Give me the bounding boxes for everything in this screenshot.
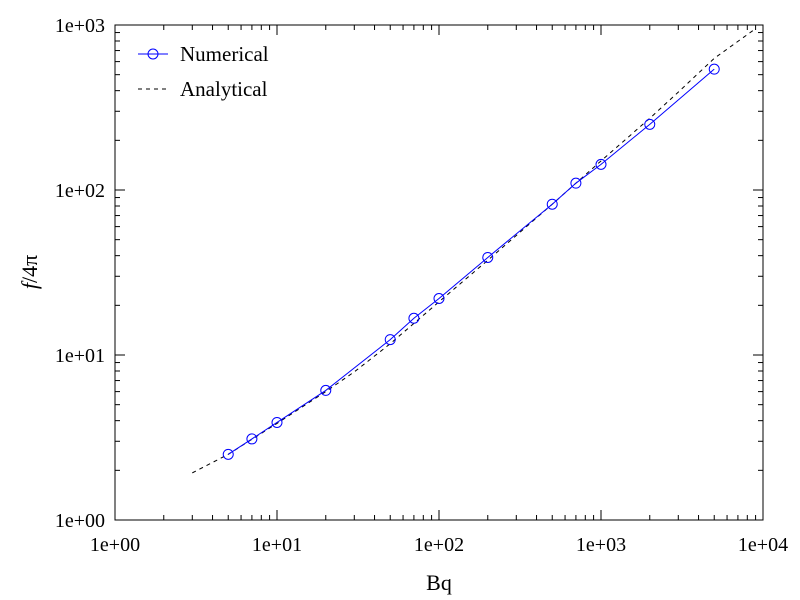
y-tick-label: 1e+02 <box>55 180 105 202</box>
data-point-numerical <box>595 158 607 170</box>
x-axis-label: Bq <box>426 570 452 595</box>
legend-label-analytical: Analytical <box>180 77 268 101</box>
x-tick-label: 1e+00 <box>90 534 140 556</box>
axis-ticks <box>114 24 764 521</box>
data-point-numerical <box>482 251 494 263</box>
y-axis-label: f/4π <box>17 255 42 289</box>
data-point-numerical <box>222 448 234 460</box>
x-tick-label: 1e+03 <box>576 534 626 556</box>
data-point-numerical <box>408 312 420 324</box>
y-axis-label-rest: /4π <box>17 255 42 283</box>
y-tick-label: 1e+01 <box>55 345 105 367</box>
series-layer <box>192 28 756 474</box>
data-point-numerical <box>708 63 720 75</box>
data-point-numerical <box>433 293 445 305</box>
legend: Numerical Analytical <box>138 42 269 101</box>
series-line-numerical <box>227 68 715 455</box>
data-point-numerical <box>246 433 258 445</box>
y-tick-label: 1e+03 <box>55 15 105 37</box>
data-point-numerical <box>271 416 283 428</box>
y-tick-label: 1e+00 <box>55 510 105 532</box>
y-axis-label-italic: f <box>17 280 42 289</box>
data-point-numerical <box>384 334 396 346</box>
data-point-numerical <box>546 198 558 210</box>
legend-label-numerical: Numerical <box>180 42 269 66</box>
x-tick-label: 1e+02 <box>414 534 464 556</box>
data-point-numerical <box>644 118 656 130</box>
x-tick-label: 1e+01 <box>252 534 302 556</box>
data-point-numerical <box>570 177 582 189</box>
x-tick-label: 1e+04 <box>738 534 788 556</box>
data-point-numerical <box>320 384 332 396</box>
legend-marker-numerical <box>147 48 159 60</box>
series-line-analytical <box>192 28 756 474</box>
tick-labels: 1e+00 1e+01 1e+02 1e+03 1e+04 1e+00 1e+01 1e+02… <box>55 15 788 556</box>
